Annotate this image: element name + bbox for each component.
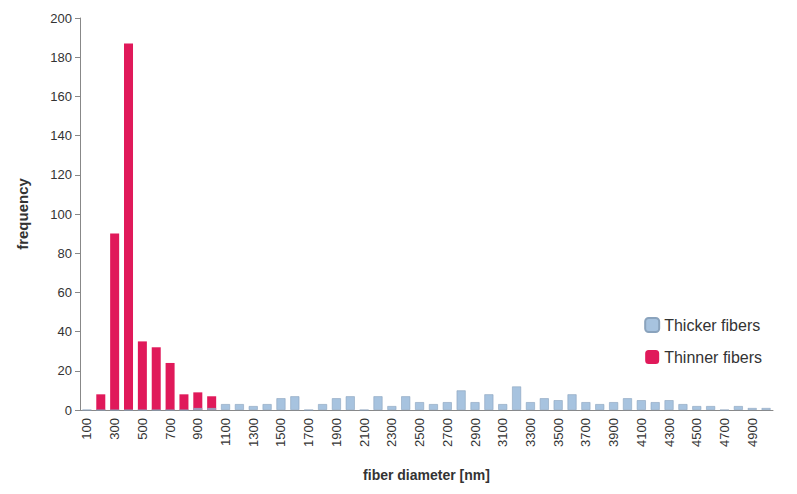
svg-text:4500: 4500: [689, 418, 704, 447]
svg-text:2100: 2100: [357, 418, 372, 447]
svg-text:1100: 1100: [218, 418, 233, 446]
svg-text:900: 900: [190, 418, 205, 440]
svg-text:100: 100: [50, 207, 72, 222]
svg-text:60: 60: [58, 285, 72, 300]
svg-text:100: 100: [79, 418, 94, 440]
svg-text:3700: 3700: [578, 418, 593, 447]
svg-text:3500: 3500: [551, 418, 566, 447]
svg-text:1500: 1500: [273, 418, 288, 447]
svg-text:1900: 1900: [329, 418, 344, 447]
svg-text:2700: 2700: [440, 418, 455, 447]
svg-text:40: 40: [58, 324, 72, 339]
svg-text:Thinner fibers: Thinner fibers: [664, 349, 762, 366]
svg-text:fiber diameter [nm]: fiber diameter [nm]: [363, 467, 490, 483]
svg-text:4100: 4100: [634, 418, 649, 447]
svg-text:frequency: frequency: [14, 178, 31, 250]
svg-text:80: 80: [58, 246, 72, 261]
svg-text:500: 500: [135, 418, 150, 440]
svg-text:3100: 3100: [495, 418, 510, 447]
svg-text:1300: 1300: [246, 418, 261, 447]
svg-text:2900: 2900: [468, 418, 483, 447]
svg-text:300: 300: [107, 418, 122, 440]
svg-text:120: 120: [50, 167, 72, 182]
svg-text:3300: 3300: [523, 418, 538, 447]
svg-text:3900: 3900: [606, 418, 621, 447]
svg-text:160: 160: [50, 89, 72, 104]
svg-text:Thicker fibers: Thicker fibers: [664, 317, 760, 334]
svg-text:20: 20: [58, 363, 72, 378]
svg-text:700: 700: [163, 418, 178, 440]
svg-text:4300: 4300: [662, 418, 677, 447]
svg-text:0: 0: [65, 403, 72, 418]
svg-text:180: 180: [50, 50, 72, 65]
svg-text:4900: 4900: [745, 418, 760, 447]
svg-text:2300: 2300: [384, 418, 399, 447]
svg-text:200: 200: [50, 11, 72, 26]
svg-text:2500: 2500: [412, 418, 427, 447]
svg-text:1700: 1700: [301, 418, 316, 447]
svg-text:4700: 4700: [717, 418, 732, 447]
svg-text:140: 140: [50, 128, 72, 143]
